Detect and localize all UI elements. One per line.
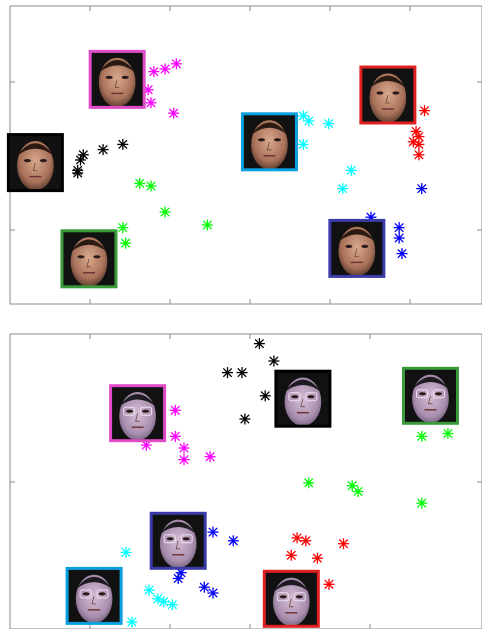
data-point-series-2-1: [145, 180, 157, 192]
data-point-series-3-1: [303, 115, 315, 127]
data-point-series-4-4: [413, 149, 425, 161]
data-point-series-1-4: [259, 390, 271, 402]
data-point-series-3-2: [152, 593, 164, 605]
face-thumbnail-1: [274, 369, 332, 428]
data-point-series-1-2: [222, 367, 233, 379]
data-point-series-2-2: [303, 477, 315, 489]
face-thumbnail-5: [149, 511, 207, 570]
data-point-series-5-4: [198, 581, 210, 593]
face-thumbnail-0: [109, 384, 167, 443]
data-point-series-4-3: [285, 549, 297, 561]
data-point-series-5-4: [416, 183, 428, 195]
data-point-series-0-1: [169, 430, 181, 442]
data-point-series-5-5: [207, 587, 219, 599]
data-point-series-5-3: [172, 573, 184, 584]
data-point-series-2-5: [120, 237, 132, 249]
data-point-series-4-2: [338, 538, 349, 550]
data-point-series-0-5: [168, 107, 180, 119]
data-point-series-3-0: [120, 546, 132, 558]
data-point-series-4-0: [291, 532, 303, 544]
data-point-series-1-3: [97, 144, 109, 156]
data-point-series-4-0: [419, 105, 431, 117]
data-point-series-5-3: [396, 248, 408, 260]
data-point-series-3-3: [297, 138, 309, 150]
data-point-series-3-2: [323, 118, 335, 130]
data-point-series-0-0: [148, 66, 160, 78]
data-point-series-4-1: [410, 125, 422, 137]
data-point-series-5-2: [393, 232, 405, 244]
face-thumbnail-4: [262, 569, 320, 628]
data-point-series-1-3: [236, 367, 248, 379]
data-point-series-3-1: [143, 584, 155, 596]
data-point-series-0-4: [178, 454, 190, 466]
top-scatter-panel: [6, 5, 482, 305]
face-thumbnail-5: [328, 218, 386, 278]
data-point-series-4-5: [407, 136, 419, 148]
data-point-series-0-3: [178, 442, 190, 454]
face-thumbnail-3: [65, 566, 123, 625]
face-thumbnail-3: [240, 112, 298, 172]
data-point-series-5-1: [393, 222, 405, 234]
data-point-series-1-4: [117, 138, 129, 150]
data-point-series-4-4: [311, 552, 323, 564]
data-point-series-2-0: [134, 177, 146, 189]
data-point-series-4-1: [300, 535, 312, 547]
data-point-series-3-5: [126, 616, 138, 628]
data-point-series-3-3: [158, 596, 170, 608]
data-point-series-1-0: [253, 338, 265, 350]
data-point-series-1-5: [239, 413, 251, 425]
data-point-series-0-4: [145, 97, 157, 109]
data-point-series-1-1: [77, 149, 89, 161]
data-point-series-0-2: [170, 58, 182, 70]
face-thumbnail-2: [60, 229, 118, 289]
face-thumbnail-0: [88, 49, 146, 109]
face-thumbnail-1: [6, 133, 64, 193]
data-point-series-1-1: [268, 355, 280, 367]
data-point-series-0-5: [204, 451, 216, 463]
data-point-series-0-1: [159, 63, 171, 75]
data-point-series-2-4: [117, 222, 129, 234]
data-point-series-2-0: [416, 430, 428, 442]
data-point-series-3-4: [166, 599, 178, 611]
data-point-series-3-4: [345, 164, 357, 176]
data-point-series-2-4: [352, 486, 364, 497]
data-point-series-2-1: [442, 428, 454, 439]
bottom-scatter-panel: [9, 333, 482, 629]
face-thumbnail-2: [402, 366, 459, 425]
data-point-series-3-5: [337, 183, 349, 195]
data-point-series-0-0: [169, 404, 181, 416]
data-point-series-2-2: [159, 206, 171, 218]
data-point-series-5-0: [207, 526, 219, 538]
data-point-series-1-5: [72, 167, 84, 179]
data-point-series-5-1: [227, 535, 239, 547]
face-thumbnail-4: [359, 65, 417, 125]
data-point-series-2-3: [201, 219, 213, 231]
data-point-series-2-5: [416, 497, 428, 509]
data-point-series-4-5: [323, 578, 335, 590]
data-point-series-0-2: [140, 439, 152, 451]
